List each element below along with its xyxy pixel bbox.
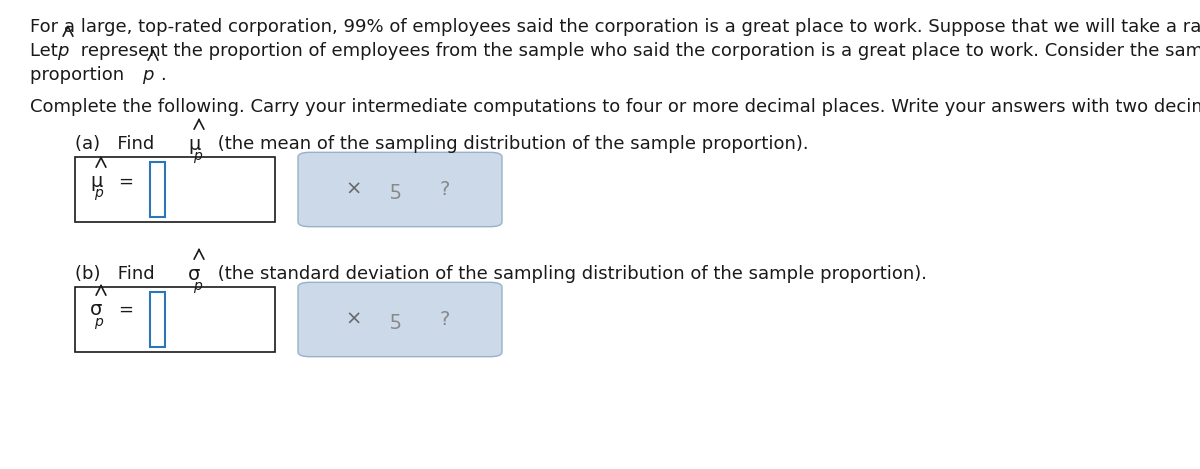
Text: μ: μ xyxy=(90,172,102,191)
Text: ×: × xyxy=(346,180,361,199)
Text: (a)   Find: (a) Find xyxy=(74,135,160,153)
Text: σ: σ xyxy=(188,265,200,284)
FancyBboxPatch shape xyxy=(298,152,502,227)
Text: (b)   Find: (b) Find xyxy=(74,265,161,283)
FancyBboxPatch shape xyxy=(150,162,166,217)
Text: p: p xyxy=(193,279,202,293)
Text: represent the proportion of employees from the sample who said the corporation i: represent the proportion of employees fr… xyxy=(74,42,1200,60)
Text: p: p xyxy=(193,149,202,163)
Text: Let: Let xyxy=(30,42,64,60)
Text: p: p xyxy=(142,66,154,84)
FancyBboxPatch shape xyxy=(74,287,275,352)
Text: p: p xyxy=(94,186,103,200)
Text: p: p xyxy=(94,315,103,329)
FancyBboxPatch shape xyxy=(298,282,502,357)
Text: σ: σ xyxy=(90,300,102,319)
Text: p: p xyxy=(58,42,68,60)
Text: (the standard deviation of the sampling distribution of the sample proportion).: (the standard deviation of the sampling … xyxy=(212,265,928,283)
Text: ×: × xyxy=(346,310,361,329)
Text: (the mean of the sampling distribution of the sample proportion).: (the mean of the sampling distribution o… xyxy=(212,135,809,153)
Text: =: = xyxy=(118,173,133,191)
Text: ƽ: ƽ xyxy=(390,180,401,199)
Text: ?: ? xyxy=(440,180,450,199)
Text: ƽ: ƽ xyxy=(390,310,401,329)
Text: Complete the following. Carry your intermediate computations to four or more dec: Complete the following. Carry your inter… xyxy=(30,98,1200,116)
Text: proportion: proportion xyxy=(30,66,130,84)
FancyBboxPatch shape xyxy=(74,157,275,222)
FancyBboxPatch shape xyxy=(150,292,166,347)
Text: .: . xyxy=(160,66,166,84)
Text: For a large, top-rated corporation, 99% of employees said the corporation is a g: For a large, top-rated corporation, 99% … xyxy=(30,18,1200,36)
Text: μ: μ xyxy=(188,135,200,154)
Text: =: = xyxy=(118,301,133,319)
Text: ?: ? xyxy=(440,310,450,329)
